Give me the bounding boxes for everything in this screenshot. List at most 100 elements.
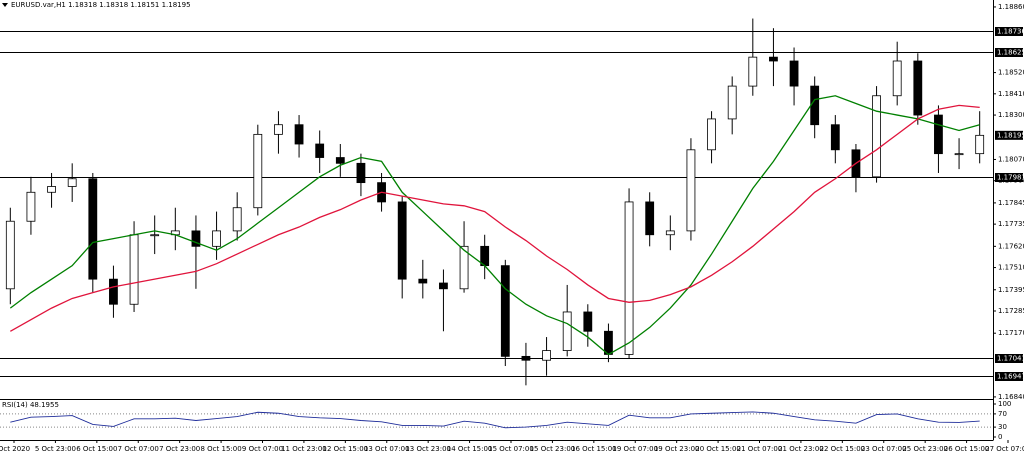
candle-body xyxy=(686,149,696,232)
candle-body xyxy=(191,230,201,247)
level-label-box xyxy=(995,173,1023,182)
y-tick-label: 1.17620 xyxy=(998,242,1024,250)
price-label: 1.18195 xyxy=(997,131,1024,139)
y-tick-label: 1.18410 xyxy=(998,90,1024,98)
price-label-box xyxy=(995,130,1023,140)
candle-body xyxy=(356,162,366,184)
candle-body xyxy=(604,330,613,355)
y-tick-label: 1.18520 xyxy=(998,69,1024,77)
x-tick-label: 5 Oct 23:00 xyxy=(35,445,76,453)
candle-body xyxy=(913,60,923,116)
candle-body xyxy=(769,56,778,62)
candle-body xyxy=(521,355,531,361)
candle-body xyxy=(707,118,716,151)
candle-body xyxy=(315,143,325,158)
candle-body xyxy=(810,85,820,126)
x-tick-label: 7 Oct 23:00 xyxy=(159,445,200,453)
x-tick-label: 21 Oct 23:00 xyxy=(778,445,824,453)
rsi-tick-label: 0 xyxy=(998,433,1002,441)
candle-body xyxy=(872,95,881,178)
candle-body xyxy=(274,124,283,135)
x-tick-label: 23 Oct 07:00 xyxy=(861,445,907,453)
level-label-box xyxy=(995,27,1023,36)
candle-body xyxy=(294,124,304,145)
candle-body xyxy=(830,124,840,151)
candle-body xyxy=(645,201,655,236)
menu-arrow xyxy=(2,3,8,7)
candle-body xyxy=(542,350,551,361)
x-tick-label: 22 Oct 15:00 xyxy=(820,445,866,453)
y-tick-label: 1.18300 xyxy=(998,111,1024,119)
x-tick-label: 13 Oct 07:00 xyxy=(364,445,410,453)
x-tick-label: 8 Oct 15:00 xyxy=(200,445,241,453)
level-label: 1.18736 xyxy=(997,28,1024,36)
moving-average xyxy=(9,95,980,356)
candle-body xyxy=(934,114,943,155)
rsi-title: RSI(14) 48.1955 xyxy=(2,401,59,409)
x-tick-label: 26 Oct 15:00 xyxy=(944,445,990,453)
candle-body xyxy=(748,56,758,87)
candle-body xyxy=(439,282,448,290)
y-tick-label: 1.16840 xyxy=(998,393,1024,401)
x-tick-label: 6 Oct 15:00 xyxy=(76,445,117,453)
rsi-tick-label: 30 xyxy=(998,423,1007,431)
rsi-line xyxy=(10,411,980,429)
x-tick-label: 16 Oct 15:00 xyxy=(571,445,617,453)
candle-body xyxy=(954,153,964,156)
x-tick-label: 15 Oct 23:00 xyxy=(530,445,576,453)
candle-body xyxy=(335,157,345,164)
candle-body xyxy=(892,60,902,97)
candle-body xyxy=(418,278,428,284)
candle-body xyxy=(500,265,510,357)
x-tick-label: 15 Oct 07:00 xyxy=(488,445,534,453)
moving-average xyxy=(9,104,980,332)
candle-body xyxy=(26,191,36,222)
y-tick-label: 1.17510 xyxy=(998,264,1024,272)
chart-title: EURUSD.var,H1 1.18318 1.18318 1.18151 1.… xyxy=(11,1,191,9)
candle-body xyxy=(232,207,242,232)
rsi-tick-label: 70 xyxy=(998,410,1007,418)
candle-body xyxy=(150,234,160,237)
y-tick-label: 1.18070 xyxy=(998,155,1024,163)
candle-body xyxy=(67,178,77,187)
candle-body xyxy=(397,201,407,280)
candle-body xyxy=(789,60,799,87)
candle-body xyxy=(583,311,593,332)
level-label: 1.18625 xyxy=(997,49,1024,57)
x-tick-label: 13 Oct 23:00 xyxy=(405,445,451,453)
x-tick-label: 12 Oct 15:00 xyxy=(323,445,369,453)
x-tick-label: 7 Oct 07:00 xyxy=(118,445,159,453)
level-label: 1.17981 xyxy=(997,174,1024,182)
x-tick-label: 11 Oct 23:00 xyxy=(281,445,327,453)
candle-body xyxy=(459,245,469,290)
level-label: 1.17041 xyxy=(997,355,1024,363)
x-tick-label: 19 Oct 07:00 xyxy=(612,445,658,453)
candle-body xyxy=(665,230,675,236)
candle-body xyxy=(212,230,221,247)
candle-body xyxy=(47,186,56,193)
level-label-box xyxy=(995,372,1023,381)
candle-body xyxy=(727,85,737,120)
x-tick-label: 21 Oct 07:00 xyxy=(737,445,783,453)
candle-body xyxy=(562,311,572,351)
x-tick-label: 14 Oct 15:00 xyxy=(447,445,493,453)
y-tick-label: 1.18860 xyxy=(998,3,1024,11)
x-tick-label: 9 Oct 07:00 xyxy=(242,445,283,453)
x-tick-label: 19 Oct 23:00 xyxy=(654,445,700,453)
candle-body xyxy=(129,234,139,305)
x-tick-label: 27 Oct 07:00 xyxy=(985,445,1024,453)
candle-body xyxy=(975,134,985,155)
y-tick-label: 1.17735 xyxy=(998,220,1024,228)
candle-body xyxy=(5,220,15,290)
candle-body xyxy=(88,178,98,280)
x-tick-label: Oct 2020 xyxy=(0,445,30,453)
candle-body xyxy=(624,201,634,355)
y-tick-label: 1.17845 xyxy=(998,199,1024,207)
x-tick-label: 25 Oct 23:00 xyxy=(902,445,948,453)
level-label-box xyxy=(995,354,1023,363)
candle-body xyxy=(109,278,118,305)
level-label-box xyxy=(995,48,1023,57)
